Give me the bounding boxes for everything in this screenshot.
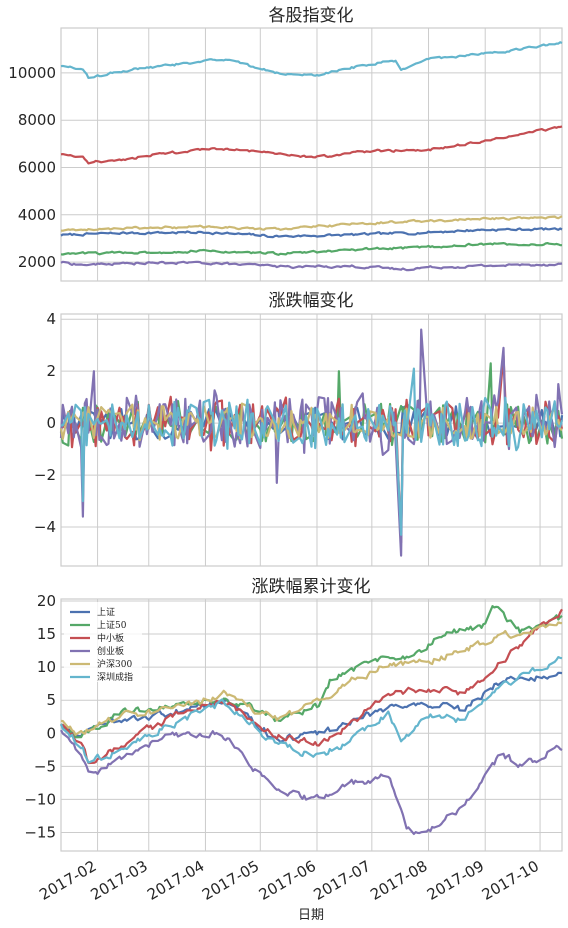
panel-1-gridlines bbox=[61, 28, 562, 281]
x-tick-label: 2017-09 bbox=[424, 857, 487, 904]
legend-label: 上证50 bbox=[97, 620, 127, 631]
legend-label: 中小板 bbox=[97, 632, 124, 644]
series-line-5 bbox=[60, 367, 564, 536]
panel-2-gridlines bbox=[61, 314, 562, 566]
series-line-5 bbox=[60, 41, 563, 79]
panel-1-title: 各股指变化 bbox=[269, 6, 354, 26]
series-line-2 bbox=[60, 125, 563, 165]
legend-label: 沪深300 bbox=[97, 658, 132, 670]
y-tick-label: 0 bbox=[46, 414, 56, 432]
x-tick-label: 2017-10 bbox=[479, 857, 542, 904]
panel-3-yticks: −15 −10 −5 0 5 10 15 20 bbox=[24, 592, 56, 841]
x-tick-label: 2017-02 bbox=[36, 857, 99, 904]
legend-label: 创业板 bbox=[97, 645, 124, 657]
y-tick-label: 10000 bbox=[8, 64, 56, 82]
series-line-0 bbox=[60, 671, 563, 743]
panel-index-levels: 2000 4000 6000 8000 10000 各股指变化 bbox=[8, 6, 563, 282]
y-tick-label: 15 bbox=[37, 625, 56, 643]
panel-2-series bbox=[59, 328, 564, 557]
y-tick-label: −15 bbox=[24, 823, 56, 841]
x-tick-label: 2017-07 bbox=[311, 857, 374, 904]
panel-1-frame bbox=[60, 27, 563, 282]
series-line-4 bbox=[60, 215, 563, 232]
legend-box bbox=[64, 602, 142, 682]
y-tick-label: 2 bbox=[46, 362, 56, 380]
x-tick-label: 2017-05 bbox=[199, 857, 262, 904]
y-tick-label: 10 bbox=[37, 658, 56, 676]
panel-1-series bbox=[60, 41, 563, 272]
x-tick-label: 2017-03 bbox=[87, 857, 150, 904]
x-tick-label: 2017-08 bbox=[367, 857, 430, 904]
x-tick-label: 2017-06 bbox=[256, 857, 319, 904]
y-tick-label: 5 bbox=[46, 691, 56, 709]
x-axis-label: 日期 bbox=[298, 908, 324, 923]
series-line-5 bbox=[59, 656, 563, 764]
panel-3-title: 涨跌幅累计变化 bbox=[252, 577, 371, 597]
y-tick-label: 0 bbox=[46, 724, 56, 742]
y-tick-label: 6000 bbox=[18, 159, 56, 177]
legend-label: 深圳成指 bbox=[97, 671, 133, 683]
y-tick-label: 4000 bbox=[18, 206, 56, 224]
panel-2-yticks: −4 −2 0 2 4 bbox=[34, 310, 56, 536]
series-line-0 bbox=[60, 227, 563, 239]
y-tick-label: −5 bbox=[34, 757, 56, 775]
panel-3-xticks: 2017-022017-032017-042017-052017-062017-… bbox=[36, 857, 542, 904]
panel-1-yticks: 2000 4000 6000 8000 10000 bbox=[8, 64, 56, 271]
panel-daily-change: −4 −2 0 2 4 涨跌幅变化 bbox=[34, 291, 564, 567]
series-line-3 bbox=[60, 260, 563, 272]
panel-2-title: 涨跌幅变化 bbox=[269, 291, 354, 311]
y-tick-label: 20 bbox=[37, 592, 56, 610]
series-line-2 bbox=[60, 608, 563, 765]
series-line-1 bbox=[60, 242, 563, 256]
panel-3-series bbox=[59, 605, 563, 835]
y-tick-label: −2 bbox=[34, 466, 56, 484]
y-tick-label: −10 bbox=[24, 790, 56, 808]
y-tick-label: 2000 bbox=[18, 253, 56, 271]
y-tick-label: −4 bbox=[34, 518, 56, 536]
y-tick-label: 8000 bbox=[18, 111, 56, 129]
series-line-3 bbox=[60, 729, 563, 835]
series-line-4 bbox=[60, 621, 563, 736]
y-tick-label: 4 bbox=[46, 310, 56, 328]
x-tick-label: 2017-04 bbox=[144, 857, 207, 904]
legend-label: 上证 bbox=[97, 607, 115, 618]
